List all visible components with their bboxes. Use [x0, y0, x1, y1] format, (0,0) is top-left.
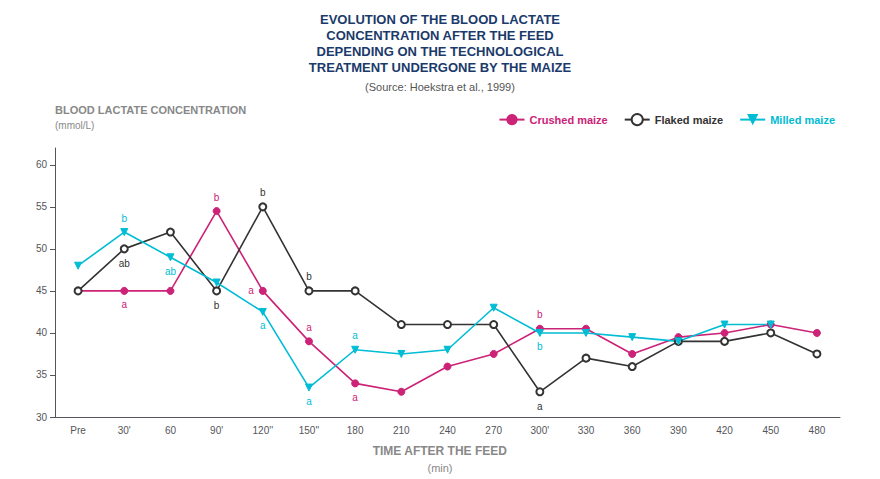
svg-text:210: 210 [393, 425, 410, 436]
svg-text:a: a [121, 299, 127, 310]
svg-text:(Source: Hoekstra et al., 1999: (Source: Hoekstra et al., 1999) [365, 81, 515, 93]
svg-text:a: a [306, 322, 312, 333]
svg-text:TREATMENT UNDERGONE BY THE MAI: TREATMENT UNDERGONE BY THE MAIZE [309, 60, 572, 75]
svg-text:40: 40 [36, 327, 48, 338]
svg-text:Flaked maize: Flaked maize [655, 114, 723, 126]
svg-text:a: a [248, 285, 254, 296]
svg-text:b: b [214, 300, 220, 311]
svg-text:Pre: Pre [70, 425, 86, 436]
svg-text:35: 35 [36, 369, 48, 380]
svg-text:b: b [306, 271, 312, 282]
svg-text:30: 30 [36, 412, 48, 423]
svg-text:(min): (min) [427, 462, 452, 474]
svg-text:30': 30' [118, 425, 131, 436]
svg-text:360: 360 [624, 425, 641, 436]
svg-text:55: 55 [36, 201, 48, 212]
svg-text:Crushed maize: Crushed maize [529, 114, 607, 126]
svg-text:ab: ab [119, 258, 131, 269]
svg-text:120'': 120'' [253, 425, 274, 436]
svg-text:BLOOD LACTATE CONCENTRATION: BLOOD LACTATE CONCENTRATION [55, 104, 246, 116]
svg-text:b: b [260, 187, 266, 198]
svg-text:180: 180 [347, 425, 364, 436]
svg-text:390: 390 [670, 425, 687, 436]
svg-text:TIME AFTER THE FEED: TIME AFTER THE FEED [373, 444, 508, 458]
svg-text:420: 420 [716, 425, 733, 436]
svg-text:270: 270 [485, 425, 502, 436]
svg-text:60: 60 [165, 425, 177, 436]
svg-text:90': 90' [210, 425, 223, 436]
svg-text:b: b [121, 213, 127, 224]
svg-text:b: b [214, 192, 220, 203]
svg-text:CONCENTRATION AFTER THE FEED: CONCENTRATION AFTER THE FEED [326, 28, 554, 43]
svg-text:480: 480 [809, 425, 826, 436]
svg-text:b: b [537, 309, 543, 320]
svg-text:240: 240 [439, 425, 456, 436]
svg-text:50: 50 [36, 243, 48, 254]
svg-text:Milled maize: Milled maize [770, 114, 835, 126]
svg-text:330: 330 [578, 425, 595, 436]
svg-text:a: a [260, 320, 266, 331]
svg-text:60: 60 [36, 159, 48, 170]
svg-text:DEPENDING ON THE TECHNOLOGICAL: DEPENDING ON THE TECHNOLOGICAL [316, 44, 563, 59]
svg-text:b: b [537, 341, 543, 352]
svg-text:450: 450 [762, 425, 779, 436]
svg-text:a: a [306, 396, 312, 407]
svg-text:a: a [537, 401, 543, 412]
svg-text:a: a [352, 330, 358, 341]
svg-text:(mmol/L): (mmol/L) [55, 120, 94, 131]
svg-text:ab: ab [165, 266, 177, 277]
svg-text:150'': 150'' [299, 425, 320, 436]
svg-text:EVOLUTION OF THE BLOOD LACTATE: EVOLUTION OF THE BLOOD LACTATE [320, 12, 560, 27]
svg-text:a: a [352, 392, 358, 403]
svg-text:45: 45 [36, 285, 48, 296]
svg-text:300': 300' [531, 425, 550, 436]
